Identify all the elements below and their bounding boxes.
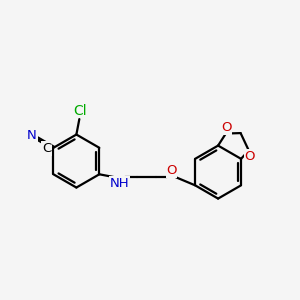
Text: C: C bbox=[42, 142, 51, 155]
Text: O: O bbox=[244, 150, 255, 163]
Text: NH: NH bbox=[110, 177, 129, 190]
Text: Cl: Cl bbox=[74, 104, 87, 118]
Text: N: N bbox=[27, 129, 37, 142]
Text: O: O bbox=[166, 164, 177, 177]
Text: O: O bbox=[221, 121, 232, 134]
